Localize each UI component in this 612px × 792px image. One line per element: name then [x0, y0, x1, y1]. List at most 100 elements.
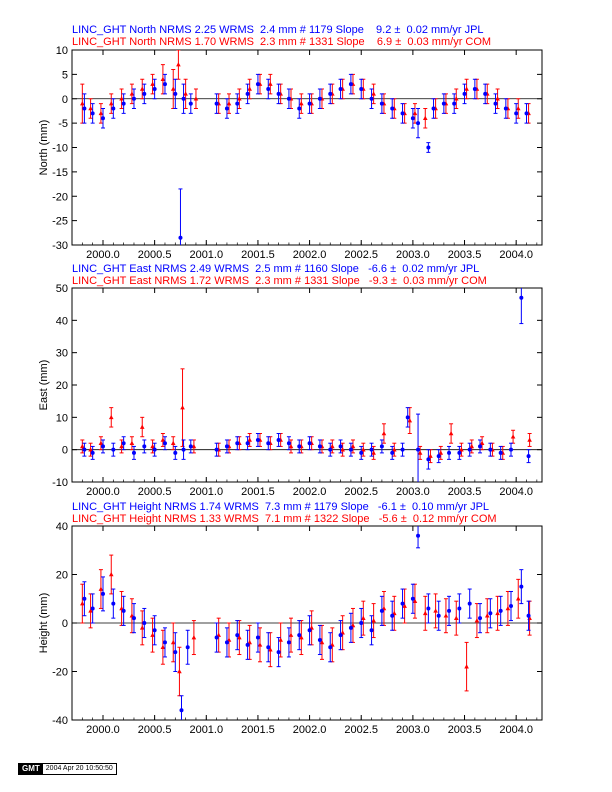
height-jpl-point	[276, 650, 281, 655]
north-y-tick-label: -25	[52, 216, 68, 228]
east-y-tick-label: 10	[56, 412, 68, 424]
east-com-point	[330, 443, 335, 449]
height-jpl-point	[224, 640, 229, 645]
north-jpl-point	[297, 106, 302, 111]
north-y-tick-label: -5	[58, 118, 68, 130]
north-jpl-point	[142, 91, 147, 96]
north-com-header: LINC_GHT North NRMS 1.70 WRMS 2.3 mm # 1…	[72, 36, 492, 48]
north-jpl-point	[152, 87, 157, 91]
north-com-point	[515, 106, 521, 111]
north-jpl-point	[100, 116, 105, 121]
east-com-point	[360, 447, 366, 452]
east-y-tick-label: 20	[56, 380, 68, 392]
east-jpl-point	[142, 444, 147, 449]
height-jpl-point	[317, 637, 322, 642]
east-com-point	[438, 450, 444, 455]
north-jpl-point	[286, 96, 291, 101]
height-jpl-point	[348, 625, 353, 630]
north-x-tick-label: 2000.5	[138, 249, 172, 261]
north-jpl-point	[121, 101, 126, 106]
height-com-point	[505, 605, 511, 611]
east-com-point	[80, 443, 85, 449]
height-jpl-point	[162, 640, 167, 645]
north-y-tick-label: -30	[52, 240, 68, 252]
east-y-tick-label: -10	[52, 477, 68, 489]
east-jpl-point	[526, 454, 531, 459]
north-com-point	[176, 62, 181, 67]
height-jpl-point	[400, 601, 405, 606]
north-jpl-point	[400, 111, 405, 116]
height-jpl-point	[416, 533, 421, 538]
east-com-point	[428, 453, 433, 458]
north-jpl-point	[224, 106, 229, 111]
north-com-point	[88, 106, 93, 111]
east-com-point	[160, 437, 166, 442]
north-jpl-point	[255, 82, 260, 87]
east-jpl-point	[286, 441, 291, 446]
east-jpl-point	[369, 447, 374, 452]
east-x-tick-label: 2003.5	[448, 486, 482, 498]
height-com-point	[160, 644, 166, 650]
east-com-point	[150, 443, 155, 449]
east-com-point	[129, 440, 135, 445]
north-jpl-point	[452, 101, 457, 106]
north-jpl-point	[235, 101, 240, 106]
east-jpl-point	[467, 447, 472, 452]
height-x-tick-label: 2000.0	[86, 724, 120, 736]
height-jpl-point	[410, 596, 415, 601]
height-com-point	[495, 610, 500, 616]
north-y-axis-label: North (mm)	[38, 120, 50, 176]
north-jpl-point	[390, 106, 395, 111]
height-jpl-point	[359, 621, 364, 625]
height-com-point	[402, 603, 407, 608]
north-x-tick-label: 2004.0	[499, 249, 533, 261]
east-x-tick-label: 2004.0	[499, 486, 533, 498]
north-com-point	[129, 91, 135, 96]
north-jpl-point	[359, 87, 364, 91]
east-jpl-point	[359, 450, 364, 455]
height-jpl-header: LINC_GHT Height NRMS 1.74 WRMS 7.3 mm # …	[72, 501, 490, 513]
height-y-tick-label: -20	[52, 667, 68, 679]
height-jpl-point	[82, 596, 87, 601]
north-x-tick-label: 2001.5	[241, 249, 275, 261]
east-jpl-point	[379, 444, 384, 449]
east-x-tick-label: 2001.5	[241, 486, 275, 498]
north-jpl-point	[426, 145, 431, 150]
north-x-tick-label: 2000.0	[86, 249, 120, 261]
height-com-point	[515, 596, 521, 601]
height-x-tick-label: 2001.5	[241, 724, 275, 736]
east-x-tick-label: 2000.5	[138, 486, 172, 498]
north-jpl-point	[131, 96, 136, 101]
east-jpl-point	[181, 447, 186, 452]
height-x-tick-label: 2002.5	[344, 724, 378, 736]
north-jpl-point	[348, 82, 353, 87]
north-jpl-point	[245, 91, 250, 96]
height-y-tick-label: 40	[56, 521, 68, 533]
east-com-point	[479, 440, 485, 445]
north-com-point	[464, 86, 469, 91]
east-jpl-point	[338, 444, 343, 449]
east-jpl-point	[266, 441, 271, 446]
east-jpl-point	[224, 444, 229, 449]
north-jpl-point	[162, 82, 167, 87]
north-x-tick-label: 2003.5	[448, 249, 482, 261]
height-com-point	[288, 632, 294, 637]
height-com-point	[474, 618, 480, 623]
height-y-axis-label: Height (mm)	[38, 593, 50, 654]
gmt-logo: GMT	[19, 764, 43, 774]
height-com-header: LINC_GHT Height NRMS 1.33 WRMS 7.1 mm # …	[72, 513, 497, 525]
height-com-point	[237, 635, 242, 640]
height-com-point	[150, 632, 155, 637]
north-jpl-point	[328, 91, 333, 96]
height-jpl-point	[255, 635, 260, 640]
east-jpl-point	[131, 450, 136, 455]
height-jpl-point	[379, 608, 384, 613]
height-x-tick-label: 2003.0	[396, 724, 430, 736]
east-jpl-point	[297, 444, 302, 449]
north-y-tick-label: 0	[62, 94, 68, 106]
east-jpl-point	[121, 441, 126, 446]
height-com-point	[443, 613, 449, 618]
height-com-point	[422, 610, 428, 616]
north-com-point	[108, 101, 114, 106]
north-jpl-header: LINC_GHT North NRMS 2.25 WRMS 2.4 mm # 1…	[72, 24, 484, 36]
